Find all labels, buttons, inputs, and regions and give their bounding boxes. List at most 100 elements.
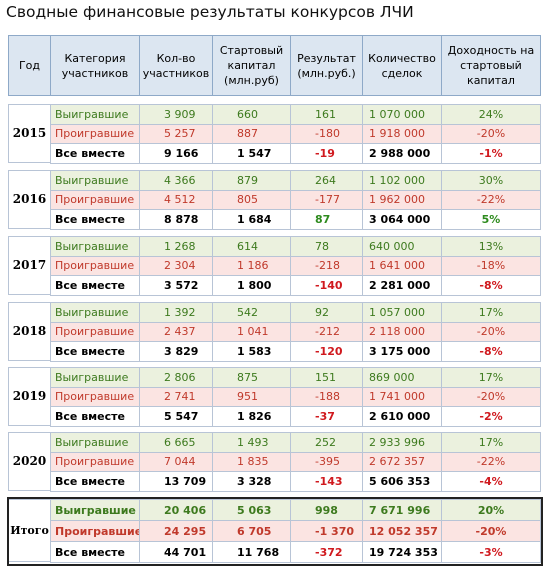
table-cell: 2 304 [139, 255, 213, 277]
table-cell: Проигравшие [50, 255, 140, 277]
table-cell: 8 878 [139, 209, 213, 230]
header-cell: Стартовый капитал (млн.руб) [212, 35, 291, 96]
table-cell: -2% [441, 406, 541, 427]
table-cell: 1 041 [212, 321, 291, 343]
table-cell: 6 665 [139, 432, 213, 453]
table-cell: 2 933 996 [362, 432, 442, 453]
table-cell: 78 [290, 236, 363, 257]
table-cell: 20 406 [139, 499, 213, 521]
year-cell: 2018 [8, 302, 51, 361]
table-cell: 264 [290, 170, 363, 191]
table-cell: 2 118 000 [362, 321, 442, 343]
table-cell: -20% [441, 520, 541, 542]
table-cell: 875 [212, 367, 291, 388]
table-cell: -140 [290, 275, 363, 296]
year-cell: 2015 [8, 104, 51, 163]
table-cell: 998 [290, 499, 363, 521]
table-cell: 1 962 000 [362, 189, 442, 211]
table-cell: 7 044 [139, 451, 213, 473]
table-cell: 1 583 [212, 341, 291, 362]
year-cell: 2020 [8, 432, 51, 491]
table-cell: Выигравшие [50, 302, 140, 323]
table-cell: Выигравшие [50, 236, 140, 257]
header-cell: Категория участников [50, 35, 140, 96]
table-cell: 20% [441, 499, 541, 521]
table-cell: 17% [441, 432, 541, 453]
table-cell: Выигравшие [50, 367, 140, 388]
table-cell: -395 [290, 451, 363, 473]
table-cell: 87 [290, 209, 363, 230]
table-cell: 614 [212, 236, 291, 257]
table-cell: 1 102 000 [362, 170, 442, 191]
table-cell: 3 829 [139, 341, 213, 362]
table-cell: 17% [441, 302, 541, 323]
table-cell: 4 366 [139, 170, 213, 191]
table-cell: 1 268 [139, 236, 213, 257]
table-cell: Проигравшие [50, 189, 140, 211]
table-cell: -120 [290, 341, 363, 362]
table-cell: Все вместе [50, 406, 140, 427]
table-cell: 542 [212, 302, 291, 323]
table-cell: 2 437 [139, 321, 213, 343]
table-cell: 640 000 [362, 236, 442, 257]
header-cell: Результат (млн.руб.) [290, 35, 363, 96]
table-cell: -22% [441, 451, 541, 473]
table-cell: Выигравшие [50, 432, 140, 453]
header-cell: Доходность на стартовый капитал [441, 35, 541, 96]
table-cell: 1 547 [212, 143, 291, 164]
table-cell: 2 672 357 [362, 451, 442, 473]
header-cell: Год [8, 35, 51, 96]
table-cell: 1 918 000 [362, 123, 442, 145]
table-cell: -1 370 [290, 520, 363, 542]
table-cell: -19 [290, 143, 363, 164]
table-cell: 30% [441, 170, 541, 191]
table-cell: Выигравшие [50, 104, 140, 125]
table-cell: -372 [290, 541, 363, 563]
year-cell: 2019 [8, 367, 51, 426]
table-cell: 951 [212, 386, 291, 408]
table-cell: 5 257 [139, 123, 213, 145]
table-cell: 805 [212, 189, 291, 211]
table-cell: 5% [441, 209, 541, 230]
table-cell: 1 392 [139, 302, 213, 323]
table-cell: 3 572 [139, 275, 213, 296]
title: Сводные финансовые результаты конкурсов … [6, 3, 414, 21]
table-cell: 2 806 [139, 367, 213, 388]
table-cell: 17% [441, 367, 541, 388]
table-cell: 1 641 000 [362, 255, 442, 277]
table-cell: 879 [212, 170, 291, 191]
table-cell: 1 186 [212, 255, 291, 277]
table-cell: 13 709 [139, 471, 213, 492]
table-cell: Все вместе [50, 143, 140, 164]
table-cell: 3 909 [139, 104, 213, 125]
table-cell: Все вместе [50, 541, 140, 563]
table-cell: -1% [441, 143, 541, 164]
table-cell: Проигравшие [50, 520, 142, 542]
table-cell: Выигравшие [50, 170, 140, 191]
table-cell: 13% [441, 236, 541, 257]
table-cell: Все вместе [50, 209, 140, 230]
table-cell: 2 988 000 [362, 143, 442, 164]
table-cell: 7 671 996 [362, 499, 442, 521]
table-cell: 5 063 [212, 499, 291, 521]
table-cell: 6 705 [212, 520, 291, 542]
table-cell: 3 064 000 [362, 209, 442, 230]
table-cell: -212 [290, 321, 363, 343]
table-cell: 5 547 [139, 406, 213, 427]
table-cell: -180 [290, 123, 363, 145]
table-cell: Проигравшие [50, 386, 140, 408]
table-cell: Выигравшие [50, 499, 140, 521]
table-cell: 161 [290, 104, 363, 125]
table-cell: Проигравшие [50, 321, 140, 343]
table-cell: 1 835 [212, 451, 291, 473]
table-cell: 3 175 000 [362, 341, 442, 362]
table-cell: -20% [441, 321, 541, 343]
table-cell: 19 724 353 [362, 541, 442, 563]
table-cell: -177 [290, 189, 363, 211]
table-cell: -143 [290, 471, 363, 492]
table-cell: -188 [290, 386, 363, 408]
table-cell: 869 000 [362, 367, 442, 388]
table-cell: 2 610 000 [362, 406, 442, 427]
table-cell: -3% [441, 541, 541, 563]
table-cell: 1 826 [212, 406, 291, 427]
